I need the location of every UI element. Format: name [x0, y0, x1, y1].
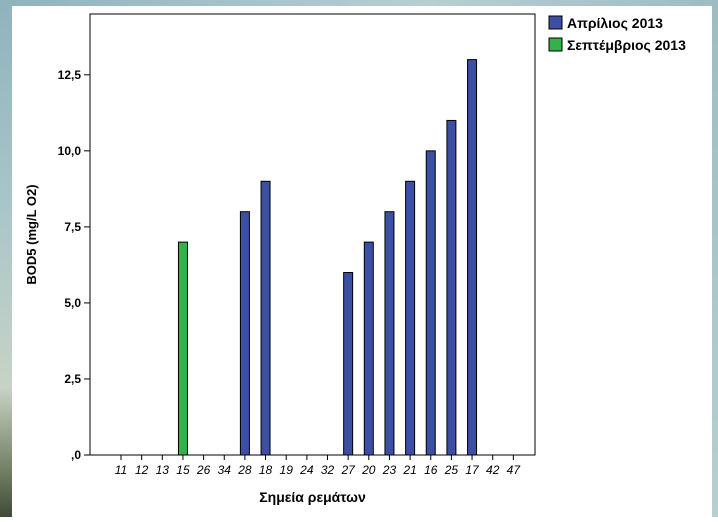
y-tick-label: 10,0 [58, 144, 82, 158]
y-tick-label: 12,5 [58, 68, 82, 82]
legend-label: Σεπτέμβριος 2013 [567, 37, 686, 53]
x-tick-label: 16 [424, 463, 438, 477]
background-right-edge [712, 0, 718, 517]
x-tick-label: 20 [361, 463, 376, 477]
y-tick-label: 5,0 [64, 296, 81, 310]
bar [260, 180, 271, 456]
plot-frame [89, 13, 536, 456]
x-tick-label: 28 [237, 463, 252, 477]
bar-chart: ,0 2,5 5,0 7,5 10,0 12,5 11 12 13 15 26 34 28 18 19 24… [24, 13, 686, 505]
bar [446, 119, 457, 456]
x-tick-label: 34 [218, 463, 232, 477]
bar [425, 150, 436, 456]
x-tick-label: 17 [465, 463, 480, 477]
x-tick-label: 26 [196, 463, 211, 477]
legend-label: Απρίλιος 2013 [567, 15, 663, 31]
legend-swatch [548, 15, 563, 30]
x-tick-label: 23 [382, 463, 397, 477]
x-tick-label: 19 [280, 463, 294, 477]
bar [239, 211, 250, 456]
background-top-edge [0, 0, 718, 6]
y-tick-label: ,0 [71, 448, 81, 462]
x-tick-label: 42 [486, 463, 500, 477]
x-tick-label: 13 [156, 463, 170, 477]
y-tick-label: 7,5 [64, 220, 81, 234]
x-axis-label: Σημεία ρεμάτων [259, 489, 366, 505]
bar [177, 241, 188, 456]
x-tick-label: 12 [135, 463, 149, 477]
bar [363, 241, 374, 456]
x-tick-label: 25 [444, 463, 459, 477]
x-tick-label: 32 [321, 463, 335, 477]
chart-canvas: ,0 2,5 5,0 7,5 10,0 12,5 11 12 13 15 26 34 28 18 19 24… [12, 6, 712, 517]
bar [384, 211, 395, 456]
legend-swatch [548, 37, 563, 52]
bar [343, 272, 354, 456]
y-axis-label: BOD5 (mg/L O2) [24, 184, 39, 284]
legend: Απρίλιος 2013 Σεπτέμβριος 2013 [548, 15, 686, 53]
y-tick-label: 2,5 [64, 372, 81, 386]
x-tick-label: 15 [176, 463, 190, 477]
x-tick-label: 24 [299, 463, 314, 477]
bar [405, 180, 416, 456]
bar [467, 59, 478, 456]
x-tick-label: 18 [259, 463, 273, 477]
x-tick-label: 27 [340, 463, 356, 477]
x-tick-label: 21 [402, 463, 416, 477]
x-tick-label: 47 [507, 463, 522, 477]
background-left-edge [0, 0, 12, 517]
x-tick-label: 11 [115, 463, 127, 477]
